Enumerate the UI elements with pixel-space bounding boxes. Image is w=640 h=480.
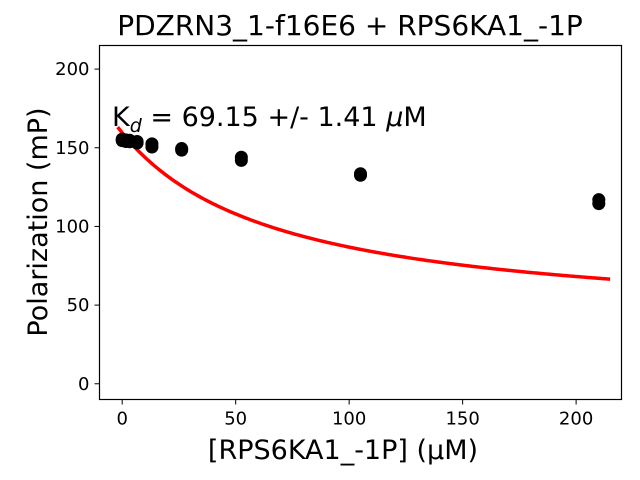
plot-area bbox=[98, 44, 623, 401]
kd-value: = 69.15 +/- 1.41 bbox=[142, 102, 386, 133]
x-tick-label: 200 bbox=[559, 409, 593, 430]
y-tick-label: 150 bbox=[55, 138, 89, 159]
axes-frame bbox=[98, 44, 623, 401]
x-axis-label: [RPS6KA1_-1P] (µM) bbox=[208, 435, 478, 466]
kd-mu: μ bbox=[385, 102, 403, 133]
y-tick-label: 200 bbox=[55, 59, 89, 80]
y-axis-label: Polarization (mP) bbox=[23, 107, 54, 336]
x-tick-label: 150 bbox=[445, 409, 479, 430]
x-tick-label: 50 bbox=[224, 409, 247, 430]
data-point bbox=[145, 137, 159, 151]
y-axis-ticks: 0 50 100 150 200 bbox=[55, 59, 100, 395]
data-point bbox=[354, 167, 367, 181]
kd-annotation: Kd = 69.15 +/- 1.41 μM bbox=[112, 102, 427, 137]
data-point bbox=[234, 150, 248, 164]
kd-unit: M bbox=[403, 102, 426, 133]
y-tick-label: 100 bbox=[55, 216, 89, 237]
x-tick-label: 0 bbox=[116, 409, 127, 430]
x-tick-label: 100 bbox=[332, 409, 366, 430]
data-point bbox=[175, 142, 189, 156]
y-tick-label: 50 bbox=[67, 295, 90, 316]
data-point bbox=[130, 134, 144, 148]
y-tick-label: 0 bbox=[78, 374, 89, 395]
data-points bbox=[115, 132, 606, 211]
kd-symbol: K bbox=[112, 102, 131, 133]
kd-subscript: d bbox=[130, 115, 143, 137]
data-point bbox=[592, 193, 606, 207]
x-axis-ticks: 0 50 100 150 200 bbox=[116, 399, 593, 430]
chart-title: PDZRN3_1-f16E6 + RPS6KA1_-1P bbox=[117, 9, 583, 42]
fit-curve bbox=[116, 125, 611, 281]
fit-layer bbox=[116, 125, 611, 281]
